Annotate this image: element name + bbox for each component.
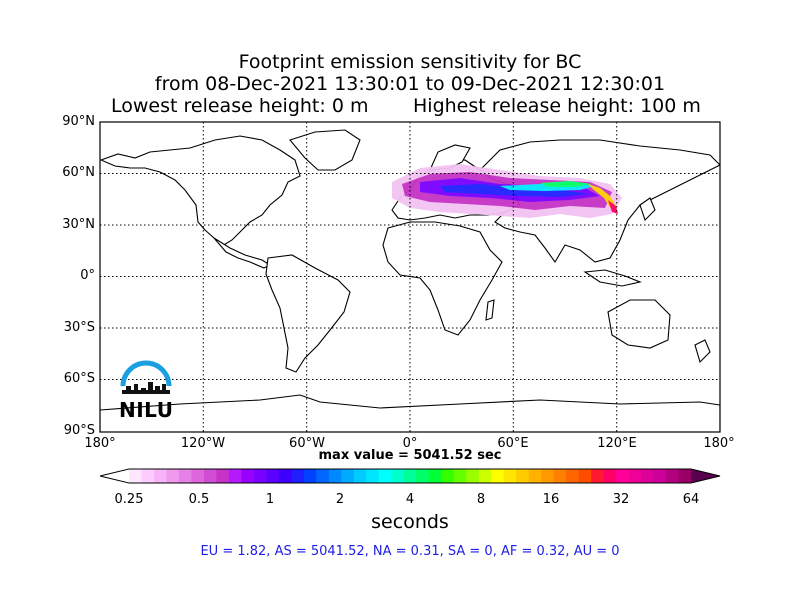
colorbar-swatch [216, 469, 230, 483]
lon-label-180w: 180° [84, 436, 116, 451]
colorbar-under-arrow [100, 469, 129, 483]
colorbar-swatch [566, 469, 579, 483]
graticule [100, 122, 720, 432]
colorbar-swatch [241, 469, 255, 483]
colorbar-swatch [428, 469, 442, 483]
lon-label-60e: 60°E [497, 436, 529, 451]
colorbar-swatch [153, 469, 167, 483]
colorbar-swatch [166, 469, 180, 483]
lat-label-60s: 60°S [63, 371, 95, 386]
title-highest-release: Highest release height: 100 m [413, 95, 701, 117]
colorbar-tick: 1 [265, 492, 275, 507]
lon-label-180e: 180° [703, 436, 735, 451]
colorbar-over-arrow [691, 469, 720, 483]
lat-label-60n: 60°N [62, 165, 95, 180]
colorbar-tick: 8 [476, 492, 486, 507]
colorbar-tick: 0.25 [114, 492, 144, 507]
footprint-red [608, 200, 618, 214]
nilu-logo-text: NILU [119, 398, 174, 422]
colorbar-swatch [678, 469, 692, 483]
colorbar-swatch [628, 469, 642, 483]
island-madagascar [485, 299, 495, 321]
colorbar-swatch [129, 469, 142, 483]
island-japan [639, 197, 656, 222]
colorbar-tick: 64 [682, 492, 700, 507]
colorbar-swatch [328, 469, 342, 483]
colorbar-swatch [353, 469, 367, 483]
colorbar-swatch [653, 469, 667, 483]
lon-label-120e: 120°E [597, 436, 637, 451]
colorbar-swatch [303, 469, 317, 483]
title-line-2: from 08-Dec-2021 13:30:01 to 09-Dec-2021… [154, 73, 666, 95]
max-value-label: max value = 5041.52 sec [318, 448, 502, 463]
coastlines [100, 129, 720, 432]
lon-label-60w: 60°W [289, 436, 325, 451]
continent-north-america [100, 135, 301, 247]
lon-label-0: 0° [402, 436, 418, 451]
colorbar-swatch [516, 469, 530, 483]
colorbar-swatch [403, 469, 417, 483]
islands-indonesia [583, 269, 642, 287]
colorbar-swatch [391, 469, 405, 483]
colorbar-swatch [666, 469, 679, 483]
colorbar-swatch [603, 469, 617, 483]
colorbar-swatch [416, 469, 430, 483]
footprint-green [540, 181, 592, 187]
island-new-zealand [694, 339, 711, 364]
colorbar-swatch [266, 469, 280, 483]
colorbar-swatch [203, 469, 217, 483]
colorbar-tick: 4 [405, 492, 415, 507]
footprint-overlay [392, 164, 622, 218]
colorbar-swatch [641, 469, 654, 483]
continent-south-america [265, 254, 351, 373]
colorbar-swatch [616, 469, 629, 483]
colorbar-swatch [191, 469, 205, 483]
colorbar-swatch [553, 469, 567, 483]
colorbar-swatch [578, 469, 592, 483]
colorbar-tick: 0.5 [188, 492, 210, 507]
continent-africa [382, 221, 503, 336]
continent-australia [607, 299, 671, 349]
colorbar-label: seconds [371, 511, 449, 533]
lon-label-120w: 120°W [180, 436, 226, 451]
colorbar-swatch [253, 469, 267, 483]
colorbar-swatch [491, 469, 505, 483]
lat-label-90s: 90°S [63, 423, 95, 438]
colorbar-swatch [178, 469, 192, 483]
colorbar-swatch [591, 469, 604, 483]
colorbar-swatch [528, 469, 542, 483]
colorbar-tick: 2 [335, 492, 345, 507]
lat-label-0: 0° [80, 268, 95, 283]
colorbar-swatch [291, 469, 305, 483]
colorbar-swatch [278, 469, 292, 483]
colorbar-swatch [341, 469, 355, 483]
colorbar-tick: 16 [542, 492, 560, 507]
colorbar-swatch [541, 469, 555, 483]
colorbar-swatch [453, 469, 467, 483]
continent-antarctica [100, 394, 720, 432]
lat-label-90n: 90°N [62, 114, 95, 129]
colorbar-tick: 32 [612, 492, 630, 507]
colorbar-outline [99, 468, 721, 484]
colorbar-swatch [441, 469, 455, 483]
region-totals: EU = 1.82, AS = 5041.52, NA = 0.31, SA =… [200, 544, 620, 559]
colorbar-swatch [378, 469, 392, 483]
footprint-blue [440, 184, 590, 197]
colorbar-swatch [466, 469, 480, 483]
colorbar-swatch [228, 469, 242, 483]
colorbar-swatch [316, 469, 330, 483]
lat-label-30n: 30°N [62, 217, 95, 232]
colorbar [99, 468, 721, 484]
colorbar-swatch [366, 469, 380, 483]
map-frame [99, 121, 721, 433]
nilu-logo-icon [120, 360, 172, 394]
colorbar-swatch [141, 469, 155, 483]
title-lowest-release: Lowest release height: 0 m [111, 95, 369, 117]
lat-label-30s: 30°S [63, 320, 95, 335]
colorbar-swatch [503, 469, 517, 483]
colorbar-swatch [478, 469, 492, 483]
continent-greenland [289, 129, 361, 171]
title-line-1: Footprint emission sensitivity for BC [238, 51, 582, 73]
